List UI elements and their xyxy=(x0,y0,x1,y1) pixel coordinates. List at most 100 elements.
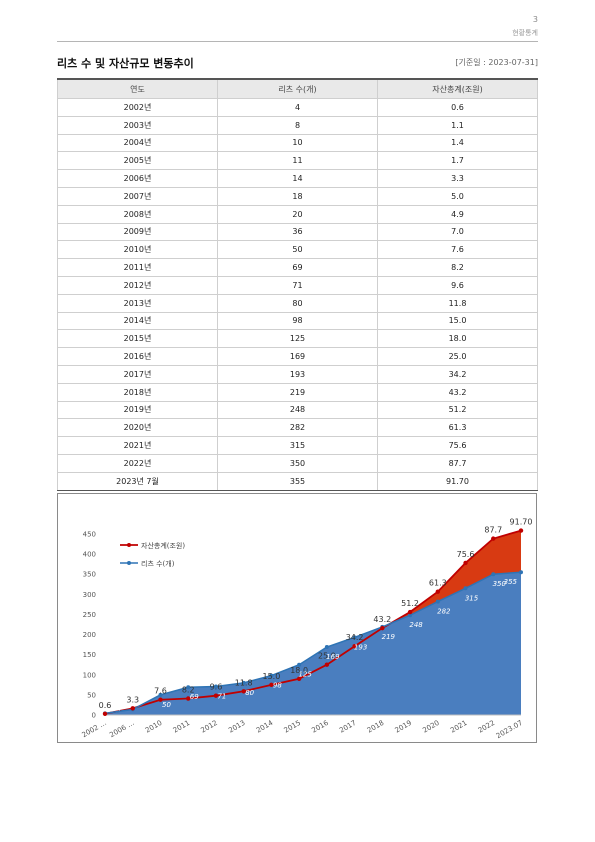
cell-total-assets: 87.7 xyxy=(377,453,538,473)
x-tick-label: 2014 xyxy=(255,719,275,735)
legend-reit-count-label: 리츠 수(개) xyxy=(141,559,175,568)
assets-point xyxy=(435,589,440,594)
reit-count-point xyxy=(158,692,163,697)
page-number: 3 xyxy=(532,15,538,24)
cell-reit-count: 125 xyxy=(217,329,378,349)
cell-reit-count: 80 xyxy=(217,293,378,313)
table-row: 2020년 282 61.3 xyxy=(57,418,538,438)
cell-year: 2006년 xyxy=(57,169,218,188)
assets-data-label: 8.2 xyxy=(182,686,195,695)
reit-count-data-label: 80 xyxy=(245,689,254,697)
assets-data-label: 75.6 xyxy=(457,550,475,559)
cell-year: 2017년 xyxy=(57,364,218,384)
assets-data-label: 51.2 xyxy=(401,599,419,608)
cell-total-assets: 3.3 xyxy=(377,169,538,188)
cell-total-assets: 18.0 xyxy=(377,329,538,349)
page-title: 리츠 수 및 자산규모 변동추이 xyxy=(57,57,194,70)
assets-point xyxy=(324,662,330,667)
cell-reit-count: 69 xyxy=(217,258,378,277)
y-tick-label: 150 xyxy=(83,651,96,659)
y-tick-label: 0 xyxy=(92,712,96,720)
x-tick-label: 2006 … xyxy=(108,719,135,739)
cell-total-assets: 8.2 xyxy=(377,258,538,277)
column-header-total-assets: 자산총계(조원) xyxy=(377,78,538,99)
reit-count-point xyxy=(241,680,246,685)
cell-year: 2007년 xyxy=(57,186,218,206)
reit-count-point xyxy=(519,570,523,575)
reit-count-point xyxy=(297,662,302,667)
x-tick-label: 2016 xyxy=(310,719,330,735)
table-row: 2013년 80 11.8 xyxy=(57,293,538,313)
cell-year: 2012년 xyxy=(57,275,218,295)
table-row: 2022년 350 87.7 xyxy=(57,453,538,473)
reit-count-data-label: 98 xyxy=(273,682,282,690)
assets-point xyxy=(241,689,246,694)
assets-point xyxy=(158,697,163,702)
reits-data-table: 연도 리츠 수(개) 자산총계(조원) 2002년 4 0.6 2003년 8 1.1 20… xyxy=(57,78,538,491)
assets-data-label: 18.0 xyxy=(290,666,308,675)
reit-count-data-label: 315 xyxy=(465,594,479,602)
reit-count-point xyxy=(186,685,191,690)
cell-total-assets: 11.8 xyxy=(377,293,538,313)
reit-count-point xyxy=(269,673,274,678)
cell-total-assets: 61.3 xyxy=(377,418,538,438)
cell-year: 2015년 xyxy=(57,329,218,349)
reit-count-line xyxy=(104,571,522,715)
cell-year: 2009년 xyxy=(57,222,218,242)
table-row: 2010년 50 7.6 xyxy=(57,240,538,260)
cell-year: 2022년 xyxy=(57,453,218,473)
cell-total-assets: 4.9 xyxy=(377,204,538,224)
cell-reit-count: 355 xyxy=(217,471,378,491)
assets-point xyxy=(352,644,357,649)
y-tick-label: 400 xyxy=(83,551,96,559)
cell-year: 2004년 xyxy=(57,133,218,153)
cell-reit-count: 248 xyxy=(217,400,378,420)
cell-total-assets: 34.2 xyxy=(377,364,538,384)
reit-count-data-label: 69 xyxy=(190,693,199,701)
header-divider xyxy=(57,41,538,42)
assets-line xyxy=(104,529,522,715)
cell-reit-count: 4 xyxy=(217,98,378,117)
reits-area-chart: 0 50 100 150 200 250 300 350 400 450 0.6 4 3.3 14 7.6 5… xyxy=(81,518,533,741)
table-row: 2021년 315 75.6 xyxy=(57,436,538,455)
reit-count-point xyxy=(463,586,468,591)
reit-count-point xyxy=(213,684,218,689)
reit-count-data-label: 350 xyxy=(493,580,507,588)
section-label: 현황통계 xyxy=(512,29,538,37)
cell-reit-count: 350 xyxy=(217,453,378,473)
x-tick-label: 2017 xyxy=(338,719,357,735)
reit-count-data-label: 50 xyxy=(162,701,171,709)
cell-reit-count: 14 xyxy=(217,169,378,188)
assets-data-label: 7.6 xyxy=(154,687,167,696)
reit-count-data-label: 355 xyxy=(504,578,518,586)
cell-total-assets: 5.0 xyxy=(377,186,538,206)
cell-total-assets: 25.0 xyxy=(377,347,538,366)
cell-total-assets: 91.70 xyxy=(377,471,538,491)
reference-date: [기준일 : 2023-07-31] xyxy=(455,58,538,67)
assets-data-label: 91.70 xyxy=(510,518,533,527)
cell-reit-count: 169 xyxy=(217,347,378,366)
cell-total-assets: 51.2 xyxy=(377,400,538,420)
reit-count-area xyxy=(105,572,521,715)
table-row: 2016년 169 25.0 xyxy=(57,347,538,366)
assets-data-label: 11.8 xyxy=(235,678,253,687)
cell-reit-count: 36 xyxy=(217,222,378,242)
y-tick-label: 50 xyxy=(87,691,96,699)
x-tick-label: 2012 xyxy=(199,719,218,735)
assets-point xyxy=(407,609,413,615)
y-tick-label: 350 xyxy=(83,571,96,579)
assets-point xyxy=(296,676,302,681)
x-tick-label: 2020 xyxy=(421,719,440,735)
assets-point xyxy=(213,693,219,698)
table-row: 2014년 98 15.0 xyxy=(57,311,538,331)
x-tick-label: 2023.07 xyxy=(495,719,524,740)
table-row: 2011년 69 8.2 xyxy=(57,258,538,277)
reit-count-point xyxy=(435,599,440,604)
assets-point xyxy=(102,711,108,716)
assets-data-label: 25.0 xyxy=(318,652,336,661)
table-row: 2004년 10 1.4 xyxy=(57,133,538,153)
reit-count-data-label: 14 xyxy=(134,715,143,723)
cell-year: 2011년 xyxy=(57,258,218,277)
reit-count-data-label: 4 xyxy=(117,704,121,712)
assets-data-label: 3.3 xyxy=(126,695,139,704)
